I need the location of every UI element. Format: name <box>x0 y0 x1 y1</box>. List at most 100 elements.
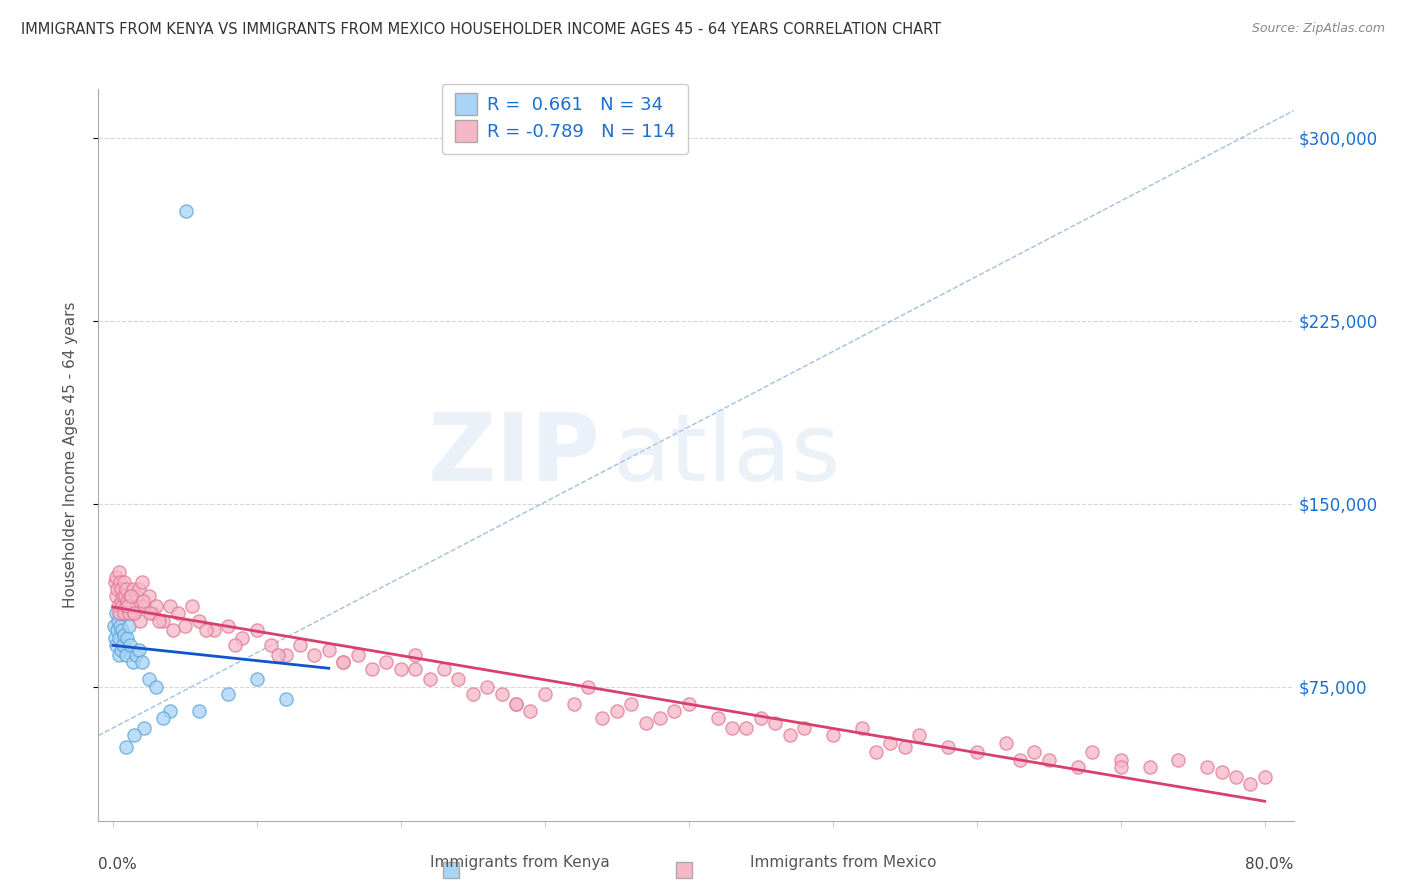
Point <box>132 594 155 608</box>
Point <box>120 590 142 604</box>
Point <box>721 721 744 735</box>
Point <box>105 582 128 596</box>
Point <box>346 648 368 662</box>
Point <box>166 607 188 621</box>
Point <box>851 721 873 735</box>
Point <box>893 740 915 755</box>
Point <box>505 697 527 711</box>
Text: atlas: atlas <box>613 409 841 501</box>
Point <box>118 607 141 621</box>
Point <box>1239 777 1261 791</box>
Text: ZIP: ZIP <box>427 409 600 501</box>
Point <box>606 704 628 718</box>
Point <box>821 728 844 742</box>
Point <box>125 590 148 604</box>
Point <box>260 638 283 652</box>
Point <box>131 574 153 589</box>
Point <box>202 624 225 638</box>
Point <box>104 631 127 645</box>
Point <box>461 687 484 701</box>
Point <box>274 691 297 706</box>
Point <box>505 697 527 711</box>
Point <box>634 716 657 731</box>
Point <box>111 599 134 613</box>
Point <box>332 655 354 669</box>
Text: 0.0%: 0.0% <box>98 857 138 872</box>
Point <box>110 582 132 596</box>
Point <box>114 648 136 662</box>
Point <box>114 590 136 604</box>
Point <box>103 618 125 632</box>
Point <box>246 624 269 638</box>
Text: IMMIGRANTS FROM KENYA VS IMMIGRANTS FROM MEXICO HOUSEHOLDER INCOME AGES 45 - 64 : IMMIGRANTS FROM KENYA VS IMMIGRANTS FROM… <box>21 22 941 37</box>
Point <box>174 204 197 219</box>
Point <box>217 687 239 701</box>
Point <box>159 704 181 718</box>
Point <box>107 599 129 613</box>
Point <box>110 607 132 621</box>
Point <box>274 648 297 662</box>
Point <box>120 590 142 604</box>
Y-axis label: Householder Income Ages 45 - 64 years: Householder Income Ages 45 - 64 years <box>63 301 77 608</box>
Text: 80.0%: 80.0% <box>1246 857 1294 872</box>
Point <box>173 618 195 632</box>
Point <box>139 607 162 621</box>
Point <box>115 631 138 645</box>
Point <box>1038 753 1060 767</box>
Point <box>104 574 127 589</box>
Point <box>162 624 184 638</box>
Point <box>865 745 887 759</box>
Point <box>114 740 136 755</box>
Point <box>111 624 134 638</box>
Point <box>519 704 541 718</box>
Point <box>1081 745 1104 759</box>
Point <box>1197 760 1219 774</box>
Point <box>1225 770 1247 784</box>
Point <box>138 672 160 686</box>
Point <box>195 624 218 638</box>
Point <box>110 594 132 608</box>
Point <box>779 728 801 742</box>
Point <box>1024 745 1046 759</box>
Point <box>267 648 290 662</box>
Text: Immigrants from Kenya: Immigrants from Kenya <box>430 855 610 870</box>
Point <box>477 680 499 694</box>
Point <box>145 680 167 694</box>
Point <box>112 574 135 589</box>
Point <box>152 711 174 725</box>
Point <box>138 590 160 604</box>
Point <box>124 728 146 742</box>
Point <box>107 614 129 628</box>
Point <box>304 648 326 662</box>
Point <box>288 638 311 652</box>
Point <box>664 704 686 718</box>
Point <box>576 680 599 694</box>
Point <box>404 648 426 662</box>
Point <box>1167 753 1189 767</box>
Point <box>114 599 136 613</box>
Point <box>118 618 141 632</box>
Point <box>231 631 253 645</box>
Point <box>112 628 135 642</box>
Point <box>152 614 174 628</box>
Point <box>108 607 131 621</box>
Point <box>110 643 132 657</box>
Point <box>217 618 239 632</box>
Point <box>735 721 758 735</box>
Point <box>115 594 138 608</box>
Point <box>128 582 150 596</box>
Point <box>131 655 153 669</box>
Point <box>491 687 513 701</box>
Point <box>181 599 204 613</box>
Point <box>620 697 643 711</box>
Point <box>105 570 128 584</box>
Point <box>404 663 426 677</box>
Point <box>318 643 340 657</box>
Point <box>1139 760 1161 774</box>
Point <box>145 599 167 613</box>
Point <box>188 704 211 718</box>
Point <box>1254 770 1277 784</box>
Point <box>994 736 1017 750</box>
Point <box>111 638 134 652</box>
Point <box>104 607 127 621</box>
